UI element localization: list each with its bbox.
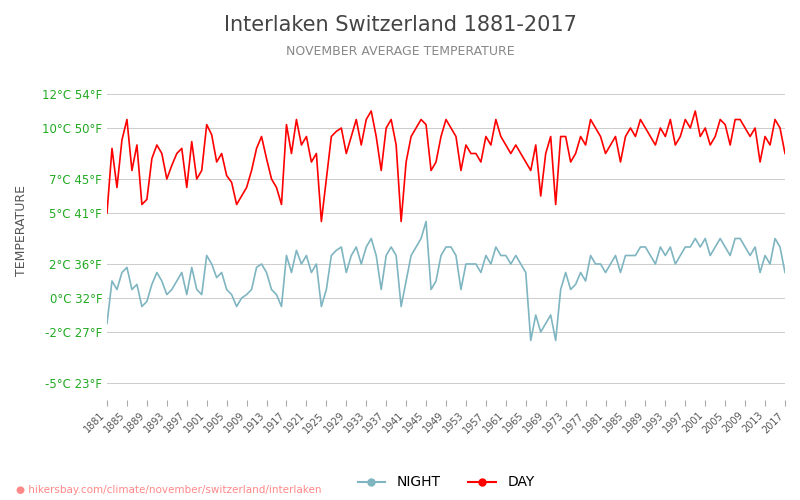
Y-axis label: TEMPERATURE: TEMPERATURE	[15, 184, 28, 276]
Text: Interlaken Switzerland 1881-2017: Interlaken Switzerland 1881-2017	[223, 15, 577, 35]
Text: NOVEMBER AVERAGE TEMPERATURE: NOVEMBER AVERAGE TEMPERATURE	[286, 45, 514, 58]
Text: ● hikersbay.com/climate/november/switzerland/interlaken: ● hikersbay.com/climate/november/switzer…	[16, 485, 322, 495]
Legend: NIGHT, DAY: NIGHT, DAY	[352, 470, 540, 495]
